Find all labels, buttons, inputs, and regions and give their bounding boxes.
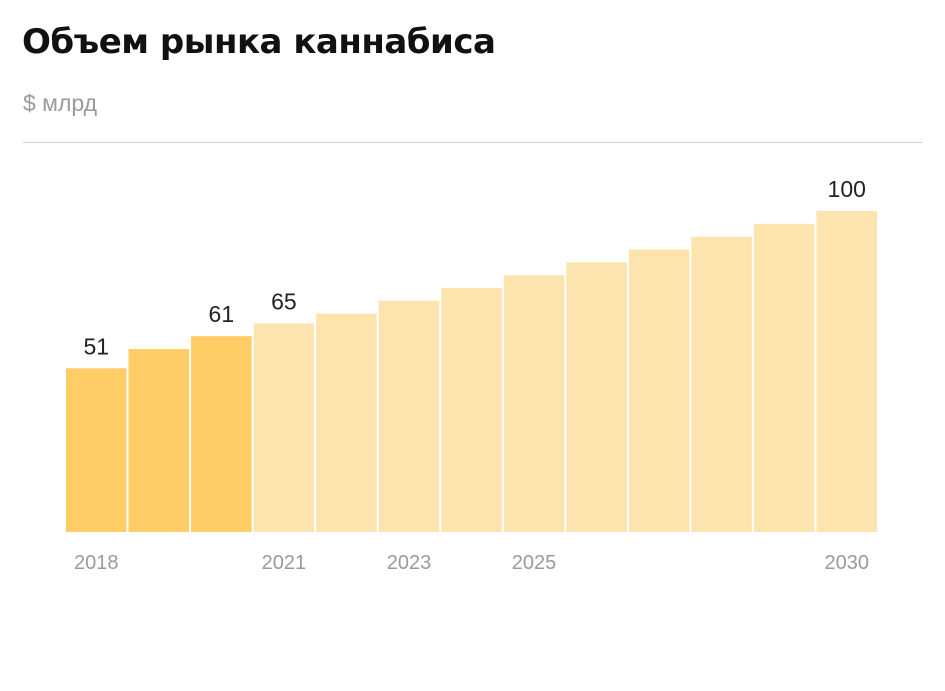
bar-chart: 51 61 65 100 2018 2021 2023 2025 2030 bbox=[66, 176, 877, 574]
header-divider bbox=[23, 142, 922, 143]
bar-2026 bbox=[566, 262, 627, 532]
value-label-2020: 61 bbox=[209, 301, 235, 327]
x-tick-label-2021: 2021 bbox=[262, 552, 307, 574]
bars-group bbox=[66, 211, 877, 532]
value-label-2021: 65 bbox=[271, 288, 297, 314]
value-label-2018: 51 bbox=[83, 333, 109, 359]
bar-2030 bbox=[816, 211, 877, 532]
bar-2018 bbox=[66, 368, 127, 532]
value-label-2030: 100 bbox=[828, 176, 866, 202]
bar-2029 bbox=[753, 223, 815, 532]
x-tick-label-2018: 2018 bbox=[74, 552, 119, 574]
bar-2028 bbox=[691, 236, 752, 532]
bar-2021 bbox=[253, 323, 315, 532]
bar-2020 bbox=[191, 336, 252, 532]
bar-2027 bbox=[628, 249, 690, 532]
x-tick-label-2030: 2030 bbox=[824, 552, 869, 574]
x-tick-labels-group: 2018 2021 2023 2025 2030 bbox=[74, 552, 869, 574]
bar-2022 bbox=[316, 313, 377, 532]
bar-2019 bbox=[128, 349, 190, 532]
bar-2023 bbox=[378, 300, 440, 532]
bar-2025 bbox=[503, 275, 565, 532]
bar-2024 bbox=[441, 288, 502, 532]
value-labels-group: 51 61 65 100 bbox=[83, 176, 865, 359]
x-tick-label-2025: 2025 bbox=[512, 552, 557, 574]
chart-unit-label: $ млрд bbox=[23, 90, 98, 116]
chart-title: Объем рынка каннабиса bbox=[22, 22, 496, 62]
x-tick-label-2023: 2023 bbox=[387, 552, 432, 574]
